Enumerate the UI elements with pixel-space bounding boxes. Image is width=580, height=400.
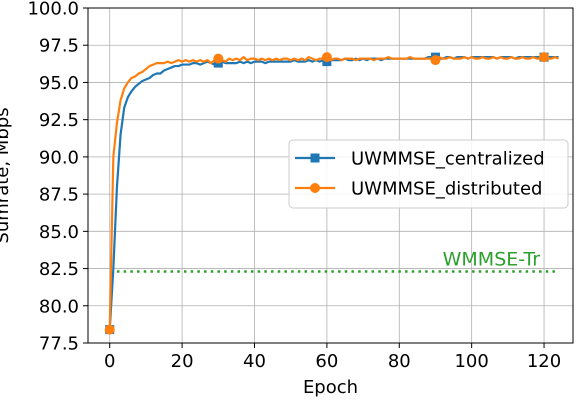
plot-frame [87,7,574,344]
data-point-marker [213,53,224,64]
x-tick-label: 100 [454,351,488,372]
reference-line-label: WMMSE-Tr [443,249,541,271]
legend-item: UWMMSE_centralized [295,149,545,170]
reference-line-group: WMMSE-Tr [116,249,559,273]
y-axis-title: Sumrate, Mbps [0,107,13,243]
y-tick-label: 87.5 [39,185,79,206]
legend-label: UWMMSE_distributed [351,179,543,200]
y-tick-label: 82.5 [39,259,79,280]
y-tick-label: 77.5 [39,334,79,355]
legend-label: UWMMSE_centralized [351,149,545,170]
data-point-marker [321,52,332,63]
legend-swatch-marker [310,153,320,163]
x-tick-label: 80 [388,351,411,372]
x-tick-label: 120 [527,351,561,372]
legend-swatch-marker [310,183,320,193]
series-line [108,56,559,330]
y-tick-label: 90.0 [39,147,79,168]
legend-box [288,139,569,209]
y-tick-label: 80.0 [39,296,79,317]
series-uwmmse-distributed [104,52,559,335]
data-point-marker [539,52,550,63]
legend-item: UWMMSE_distributed [295,179,543,200]
legend: UWMMSE_centralized UWMMSE_distributed [288,139,569,209]
data-point-marker [104,324,115,335]
x-tick-label: 40 [243,351,266,372]
y-tick-label: 85.0 [39,222,79,243]
y-tick-label: 97.5 [39,36,79,57]
x-tick-label: 20 [171,351,194,372]
data-point-marker [430,55,441,66]
x-tick-label: 0 [104,351,115,372]
x-axis-title: Epoch [303,377,358,398]
y-tick-label: 100.0 [27,0,79,20]
y-tick-label: 95.0 [39,73,79,94]
y-tick-label: 92.5 [39,110,79,131]
y-axis-ticks: 77.5 80.0 82.5 85.0 87.5 90.0 92.5 95.0 97.5 100.… [27,0,88,355]
x-axis-ticks: 0 20 40 60 80 100 120 [104,343,561,372]
x-tick-label: 60 [315,351,338,372]
series-group [104,52,559,335]
